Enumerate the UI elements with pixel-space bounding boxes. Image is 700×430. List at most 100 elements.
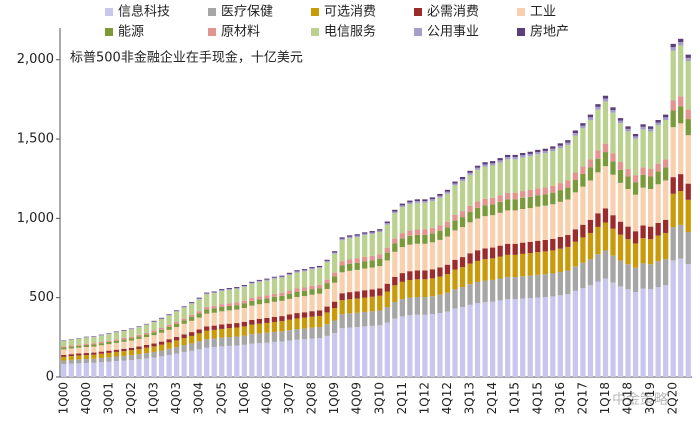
bar-segment [505,192,511,200]
bar-segment [670,227,676,261]
bar-segment [294,288,300,292]
bar-segment [565,246,571,271]
bar-segment [437,239,443,268]
bar-segment [347,235,353,237]
bar-segment [392,285,398,302]
bar-segment [512,154,518,158]
bar-segment [384,252,390,261]
bar-segment [678,174,684,192]
bar-segment [572,172,579,180]
bar-segment [196,299,202,312]
bar-segment [444,227,451,237]
bar-segment [377,310,383,326]
bar-segment [625,176,631,190]
bar-segment [535,154,541,189]
bar-segment [557,143,563,146]
bar-segment [542,251,548,275]
bar-segment [452,230,458,260]
bar-segment [632,194,639,232]
bar-segment [512,254,518,278]
bar-segment [678,191,684,225]
bar-segment [362,232,368,234]
x-tick-label: 1Q18 [598,382,612,414]
bar-segment [241,303,247,308]
bar-segment [219,346,225,377]
bar-segment [241,284,247,286]
bar-segment [520,242,526,254]
bar-segment [98,343,105,346]
bar-segment [241,326,247,336]
bar-segment [98,345,105,352]
bar-segment [249,282,255,284]
bar-segment [136,354,142,360]
bar-segment [535,206,541,241]
bar-segment [68,363,74,377]
bar-segment [173,311,180,312]
bar-segment [647,169,654,177]
bar-segment [685,135,691,184]
bar-segment [429,278,436,297]
y-tick-label: 500 [29,290,54,305]
bar-segment [685,109,691,120]
bar-segment [512,199,518,211]
bar-segment [204,330,210,340]
bar-segment [587,117,594,121]
bar-segment [286,272,293,274]
bar-segment [226,337,232,346]
bar-segment [377,232,383,255]
bar-segment [595,158,601,173]
bar-segment [234,287,240,289]
legend-swatch [517,28,525,36]
bar-segment [452,185,458,215]
bar-segment [422,314,428,377]
bar-segment [497,201,503,213]
bar-segment [234,323,240,328]
bar-segment [678,258,684,377]
bar-segment [204,306,210,310]
bar-segment [362,268,368,291]
bar-segment [279,331,285,342]
bar-segment [181,307,187,319]
bar-segment [550,250,556,274]
bar-segment [158,350,165,357]
bar-segment [505,210,511,244]
bar-segment [241,300,247,304]
bar-segment [392,243,398,252]
bar-segment [128,336,135,339]
bar-segment [264,342,270,377]
bar-segment [189,302,195,304]
bar-segment [557,248,563,272]
bar-segment [331,251,338,253]
bar-segment [422,229,428,235]
legend-swatch [208,8,216,16]
bar-segment [324,324,330,336]
y-tick-label: 0 [46,370,54,385]
bar-segment [663,219,669,233]
bar-segment [489,204,496,216]
bar-segment [444,221,451,228]
bar-segment [256,304,263,319]
bar-segment [76,363,82,377]
bar-segment [489,165,496,198]
bar-segment [113,340,120,343]
bar-segment [632,175,639,183]
x-tick-label: 3Q13 [463,382,477,414]
bar-segment [407,200,413,203]
bar-segment [151,357,157,377]
bar-segment [602,143,609,153]
bar-segment [256,280,263,282]
bar-segment [241,335,247,345]
bar-segment [226,323,232,329]
bar-segment [535,149,541,153]
bar-segment [655,125,661,164]
bar-segment [286,314,293,320]
bar-segment [98,351,105,354]
bar-segment [384,224,390,249]
bar-segment [339,314,345,329]
x-tick-label: 3Q07 [282,382,296,414]
bar-segment [377,258,383,267]
bar-segment [309,316,315,328]
bar-segment [121,355,127,361]
bar-segment [444,264,451,275]
bar-segment [399,299,405,317]
